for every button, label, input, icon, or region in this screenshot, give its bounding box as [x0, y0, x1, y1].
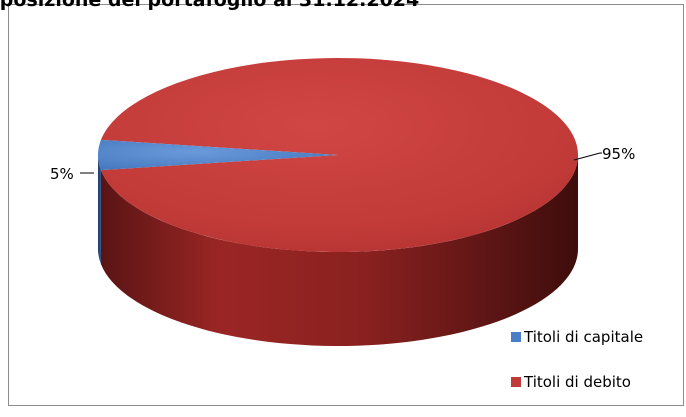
data-label-95pct: 95%	[602, 145, 635, 163]
legend-swatch-debito	[511, 376, 521, 387]
legend-swatch-capitale	[511, 331, 521, 342]
data-label-5pct: 5%	[50, 165, 74, 183]
legend: Titoli di capitale Titoli di debito	[511, 327, 643, 417]
slice-side-titoli-di-debito	[100, 155, 579, 347]
legend-item-titoli-di-capitale: Titoli di capitale	[511, 327, 643, 347]
legend-label-capitale: Titoli di capitale	[524, 328, 644, 346]
legend-item-titoli-di-debito: Titoli di debito	[511, 372, 643, 392]
leader-line-debito	[573, 152, 602, 161]
slice-side-titoli-di-capitale	[98, 155, 101, 265]
pie-chart: 5% 95%	[50, 57, 635, 347]
legend-label-debito: Titoli di debito	[524, 373, 631, 391]
slice-titoli-di-capitale	[97, 139, 338, 171]
chart-title: mposizione del portafoglio al 31.12.2024	[0, 0, 420, 11]
slice-titoli-di-debito	[100, 57, 578, 252]
